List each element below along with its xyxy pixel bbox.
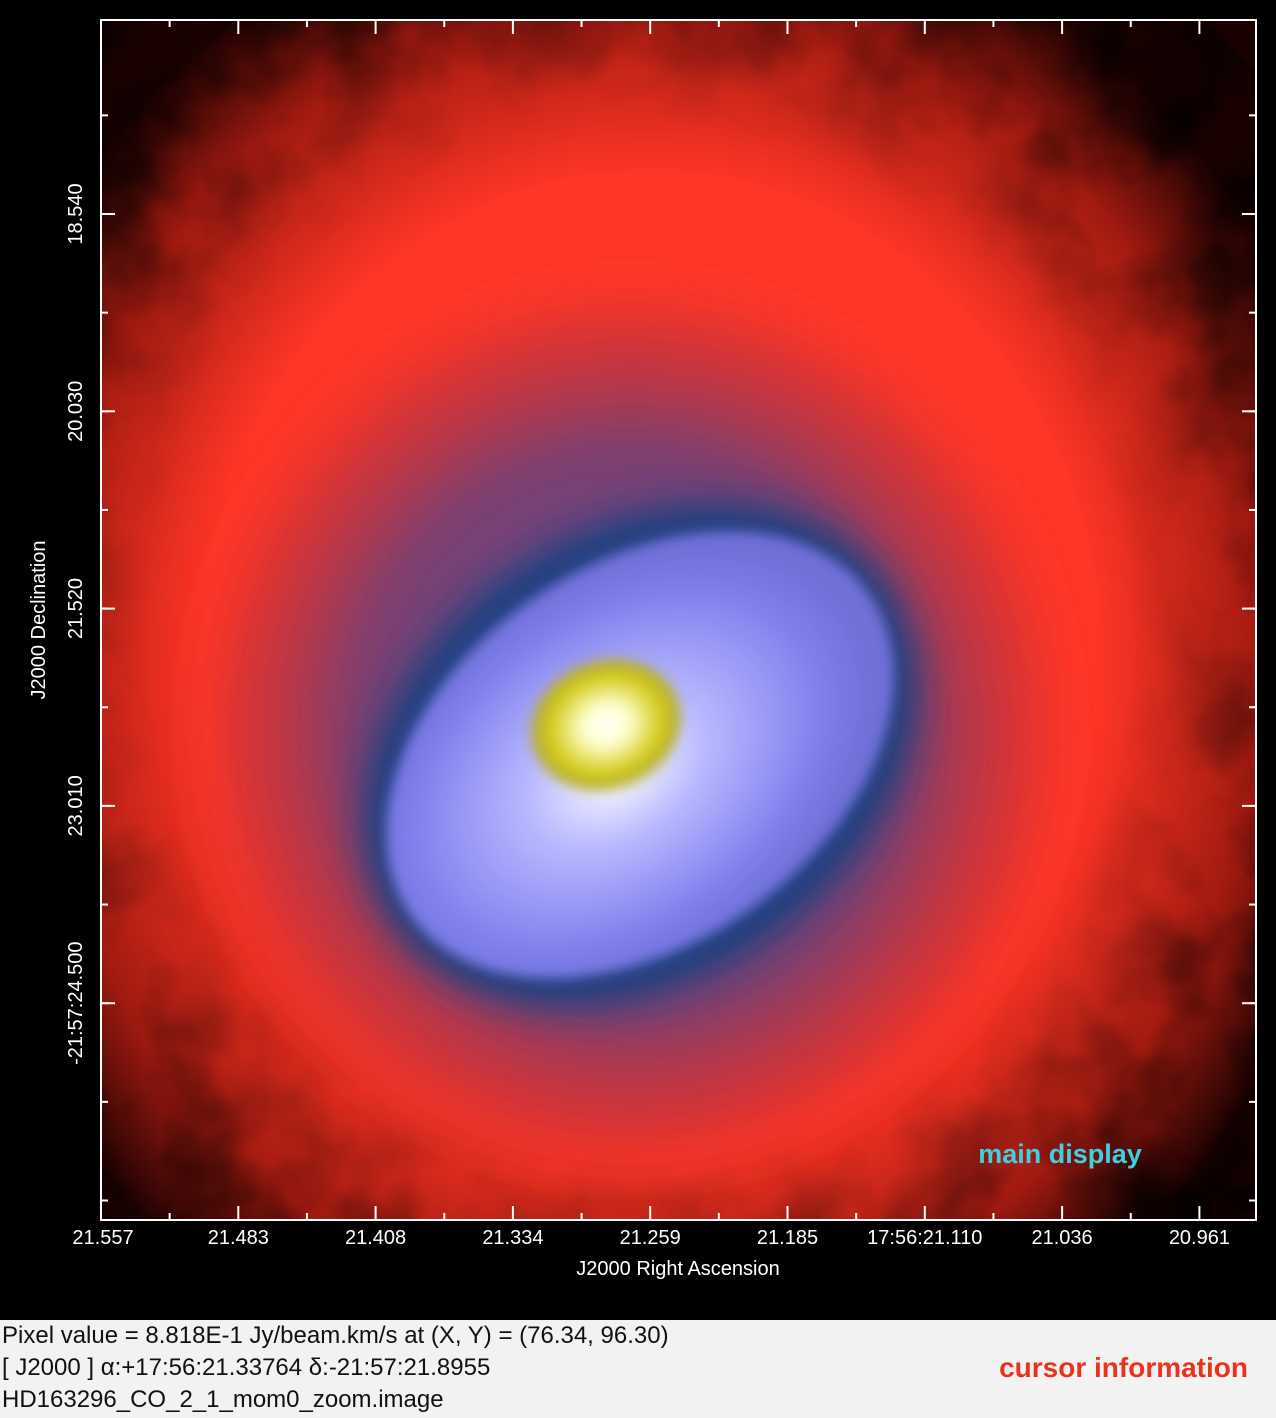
y-tick-label: -21:57:24.500 bbox=[65, 941, 87, 1064]
x-tick-label: 17:56:21.110 bbox=[867, 1227, 982, 1249]
y-tick-label: 21.520 bbox=[65, 578, 87, 639]
x-tick-label: 21.557 bbox=[72, 1227, 133, 1249]
x-tick-label: 21.036 bbox=[1032, 1227, 1093, 1249]
x-tick-label: 21.185 bbox=[757, 1227, 818, 1249]
x-tick-label: 21.408 bbox=[345, 1227, 406, 1249]
x-tick-label: 21.483 bbox=[208, 1227, 269, 1249]
x-tick-label: 21.334 bbox=[482, 1227, 543, 1249]
image bbox=[101, 20, 1256, 1220]
cursor-line: Pixel value = 8.818E-1 Jy/beam.km/s at (… bbox=[2, 1322, 669, 1349]
y-tick-label: 23.010 bbox=[65, 775, 87, 836]
ticks bbox=[100, 20, 1256, 1220]
y-tick-label: 18.540 bbox=[65, 183, 87, 244]
x-tick-label: 21.259 bbox=[620, 1227, 681, 1249]
main-display: J2000 Right Ascension J2000 Declination … bbox=[28, 19, 1257, 1280]
frame bbox=[100, 19, 1257, 1221]
cursor-line: [ J2000 ] α:+17:56:21.33764 δ:-21:57:21.… bbox=[2, 1354, 491, 1381]
x-tick-label: 20.961 bbox=[1169, 1227, 1230, 1249]
y-tick-label: 20.030 bbox=[65, 381, 87, 442]
cursor-panel: Pixel value = 8.818E-1 Jy/beam.km/s at (… bbox=[0, 1320, 1276, 1418]
x-axis-title: J2000 Right Ascension bbox=[576, 1258, 779, 1280]
cursor-annotation: cursor information bbox=[999, 1352, 1248, 1383]
y-axis-title: J2000 Declination bbox=[28, 541, 50, 700]
display-annotation: main display bbox=[978, 1139, 1142, 1169]
cursor-line: HD163296_CO_2_1_mom0_zoom.image bbox=[2, 1386, 444, 1413]
